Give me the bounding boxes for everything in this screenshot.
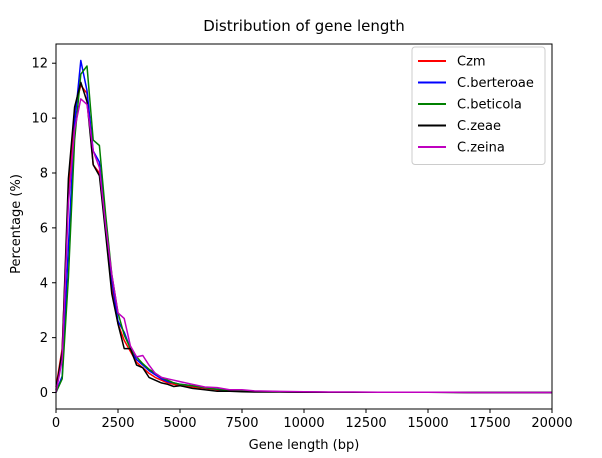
legend-entry: C.zeae [457,119,501,134]
y-tick-label: 4 [40,276,48,291]
x-tick-label: 2500 [101,416,134,431]
legend-box [411,46,546,165]
y-tick-label: 8 [40,166,48,181]
y-tick-label: 10 [31,112,48,127]
x-tick-label: 20000 [531,416,572,431]
x-tick-label: 7500 [225,416,258,431]
y-axis-label: Percentage (%) [9,174,24,274]
x-axis: 0 2500 5000 7500 10000 12500 15000 17500 20000 [52,409,573,431]
legend-entry: Czm [457,55,486,70]
y-tick-label: 12 [31,57,48,72]
legend: Czm C.berteroae C.beticola C.zeae C.zeina [411,46,546,165]
y-tick-label: 6 [40,221,48,236]
x-tick-label: 15000 [407,416,448,431]
legend-entry: C.berteroae [457,76,534,91]
x-tick-label: 17500 [469,416,510,431]
x-tick-label: 10000 [283,416,324,431]
x-tick-label: 0 [52,416,60,431]
x-tick-label: 12500 [345,416,386,431]
legend-entry: C.zeina [457,141,505,156]
y-tick-label: 2 [40,331,48,346]
x-axis-label: Gene length (bp) [249,438,360,453]
x-tick-label: 5000 [163,416,196,431]
y-axis: 0 2 4 6 8 10 12 [31,57,56,401]
plot-lines [55,59,552,394]
y-tick-label: 0 [40,386,48,401]
legend-entry: C.beticola [457,98,522,113]
series-line-4 [55,98,552,394]
chart-title: Distribution of gene length [203,17,405,35]
